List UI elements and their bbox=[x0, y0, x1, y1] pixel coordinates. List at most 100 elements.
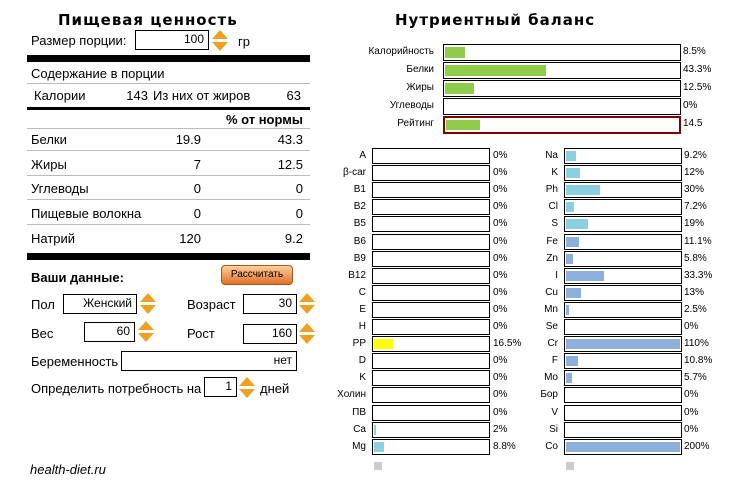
arrow-down-icon[interactable] bbox=[138, 333, 154, 342]
bar-fill bbox=[445, 47, 465, 58]
divider bbox=[27, 224, 310, 225]
sex-stepper[interactable] bbox=[140, 293, 156, 315]
height-stepper[interactable] bbox=[299, 323, 315, 345]
arrow-down-icon[interactable] bbox=[239, 389, 255, 398]
bar-fill bbox=[566, 202, 574, 212]
bar-track bbox=[372, 422, 490, 438]
divider bbox=[27, 83, 310, 84]
bar-percent: 43.3% bbox=[683, 64, 712, 75]
bar-percent: 0% bbox=[493, 304, 508, 315]
bar-label: Cl bbox=[548, 201, 558, 212]
bar-track bbox=[372, 251, 490, 267]
bar-percent: 0% bbox=[493, 236, 508, 247]
nutrient-label: Пищевые волокна bbox=[31, 206, 142, 221]
bar-track bbox=[372, 336, 490, 352]
nutrient-value: 0 bbox=[193, 181, 201, 196]
arrow-up-icon[interactable] bbox=[212, 30, 228, 39]
nutrient-value: 120 bbox=[179, 231, 201, 246]
bar-track bbox=[372, 319, 490, 335]
age-input[interactable]: 30 bbox=[243, 294, 297, 314]
bar-track bbox=[564, 370, 682, 386]
bar-label: E bbox=[359, 304, 366, 315]
bar-track bbox=[564, 165, 682, 181]
bar-label: Co bbox=[545, 441, 558, 452]
bar-label: B1 bbox=[353, 184, 366, 195]
days-input[interactable]: 1 bbox=[204, 377, 237, 397]
height-input[interactable]: 160 bbox=[243, 324, 297, 344]
weight-label: Вес bbox=[31, 326, 54, 341]
bar-fill bbox=[566, 185, 600, 195]
bar-track bbox=[443, 44, 681, 61]
days-stepper[interactable] bbox=[239, 377, 255, 399]
bar-fill bbox=[566, 168, 580, 178]
bar-track bbox=[564, 234, 682, 250]
arrow-up-icon[interactable] bbox=[140, 293, 156, 302]
portion-stepper[interactable] bbox=[212, 30, 228, 52]
age-stepper[interactable] bbox=[299, 293, 315, 315]
bar-track bbox=[564, 251, 682, 267]
arrow-down-icon[interactable] bbox=[299, 305, 315, 314]
bar-label: Mn bbox=[544, 304, 558, 315]
arrow-down-icon[interactable] bbox=[299, 335, 315, 344]
arrow-up-icon[interactable] bbox=[299, 323, 315, 332]
bar-fill bbox=[566, 237, 579, 247]
norm-heading: % от нормы bbox=[225, 112, 303, 127]
height-label: Рост bbox=[187, 326, 215, 341]
bar-label: Калорийность bbox=[368, 46, 434, 57]
bar-track bbox=[564, 216, 682, 232]
bar-percent: 0% bbox=[493, 372, 508, 383]
bar-track bbox=[564, 199, 682, 215]
bar-track bbox=[372, 216, 490, 232]
bar-label: Ph bbox=[545, 184, 558, 195]
arrow-up-icon[interactable] bbox=[138, 321, 154, 330]
bar-label: Рейтинг bbox=[397, 118, 434, 129]
scroll-handle[interactable] bbox=[374, 462, 382, 470]
sex-select[interactable]: Женский bbox=[63, 294, 137, 314]
bar-track bbox=[372, 268, 490, 284]
bar-percent: 8.5% bbox=[683, 46, 706, 57]
nutrient-percent: 12.5 bbox=[277, 157, 303, 172]
site-logo: health-diet.ru bbox=[30, 462, 106, 477]
arrow-up-icon[interactable] bbox=[239, 377, 255, 386]
calories-label: Калории bbox=[34, 88, 86, 103]
bar-fill bbox=[446, 120, 480, 130]
bar-percent: 200% bbox=[684, 441, 710, 452]
bar-track bbox=[443, 116, 681, 134]
age-label: Возраст bbox=[187, 297, 236, 312]
bar-track bbox=[372, 148, 490, 164]
bar-label: Se bbox=[545, 321, 558, 332]
bar-percent: 2% bbox=[493, 424, 508, 435]
arrow-up-icon[interactable] bbox=[299, 293, 315, 302]
bar-percent: 0% bbox=[493, 167, 508, 178]
bar-fill bbox=[566, 339, 680, 349]
pregnancy-select[interactable]: нет bbox=[121, 351, 297, 371]
bar-label: Na bbox=[545, 150, 558, 161]
bar-track bbox=[443, 80, 681, 97]
calculate-button[interactable]: Рассчитать bbox=[221, 265, 293, 285]
fat-calories-label: Из них от жиров bbox=[153, 88, 251, 103]
days-unit: дней bbox=[260, 381, 290, 396]
portion-label: Размер порции: bbox=[31, 33, 127, 48]
bar-track bbox=[372, 353, 490, 369]
bar-fill bbox=[445, 65, 546, 76]
bar-fill bbox=[566, 219, 588, 229]
bar-track bbox=[564, 148, 682, 164]
weight-input[interactable]: 60 bbox=[84, 322, 135, 342]
arrow-down-icon[interactable] bbox=[140, 305, 156, 314]
bar-percent: 0% bbox=[493, 270, 508, 281]
bar-label: PP bbox=[352, 338, 366, 349]
bar-label: β-car bbox=[343, 167, 366, 178]
bar-percent: 0% bbox=[493, 184, 508, 195]
bar-fill bbox=[566, 271, 604, 281]
content-heading: Содержание в порции bbox=[31, 66, 165, 81]
weight-stepper[interactable] bbox=[138, 321, 154, 343]
portion-input[interactable]: 100 bbox=[135, 30, 209, 50]
scroll-handle[interactable] bbox=[566, 462, 574, 470]
bar-label: D bbox=[358, 355, 366, 366]
divider bbox=[27, 175, 310, 176]
bar-track bbox=[372, 285, 490, 301]
bar-fill bbox=[445, 83, 474, 94]
bar-label: Zn bbox=[546, 253, 558, 264]
bar-track bbox=[372, 165, 490, 181]
arrow-down-icon[interactable] bbox=[212, 42, 228, 51]
